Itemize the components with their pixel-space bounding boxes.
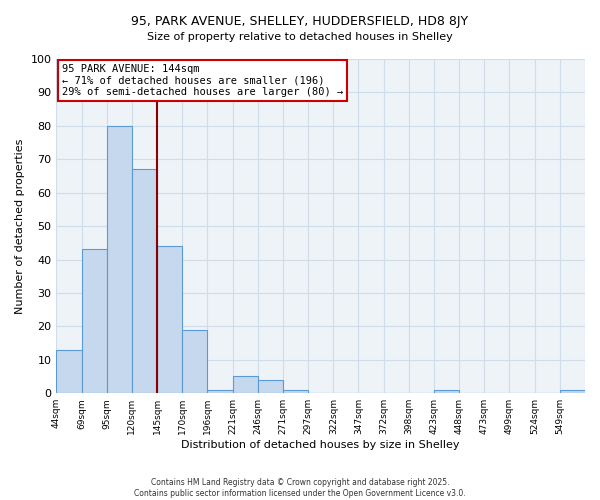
Bar [107, 126, 132, 393]
Bar [283, 390, 308, 393]
Bar [82, 250, 107, 393]
Text: 95 PARK AVENUE: 144sqm
← 71% of detached houses are smaller (196)
29% of semi-de: 95 PARK AVENUE: 144sqm ← 71% of detached… [62, 64, 343, 97]
Bar [434, 390, 459, 393]
Bar [208, 390, 233, 393]
Text: 95, PARK AVENUE, SHELLEY, HUDDERSFIELD, HD8 8JY: 95, PARK AVENUE, SHELLEY, HUDDERSFIELD, … [131, 15, 469, 28]
Y-axis label: Number of detached properties: Number of detached properties [15, 138, 25, 314]
Bar [56, 350, 82, 393]
Bar [560, 390, 585, 393]
Bar [157, 246, 182, 393]
Text: Size of property relative to detached houses in Shelley: Size of property relative to detached ho… [147, 32, 453, 42]
Bar [182, 330, 208, 393]
Text: Contains HM Land Registry data © Crown copyright and database right 2025.
Contai: Contains HM Land Registry data © Crown c… [134, 478, 466, 498]
Bar [233, 376, 258, 393]
X-axis label: Distribution of detached houses by size in Shelley: Distribution of detached houses by size … [181, 440, 460, 450]
Bar [132, 170, 157, 393]
Bar [258, 380, 283, 393]
